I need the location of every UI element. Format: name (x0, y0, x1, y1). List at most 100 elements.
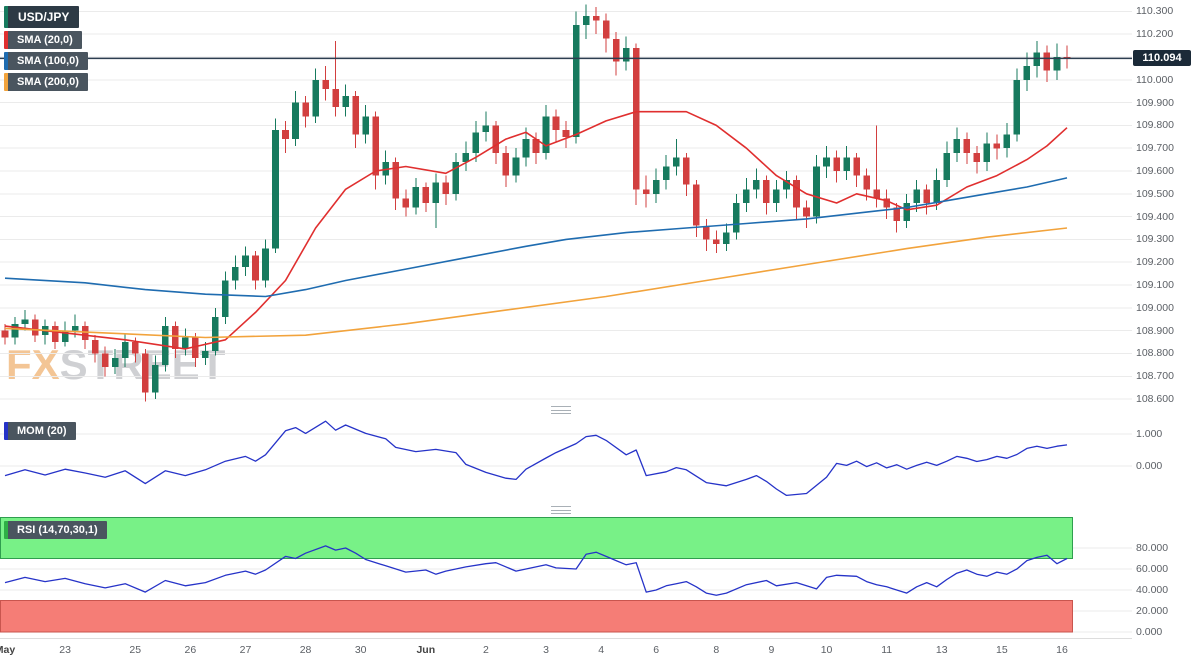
candle-body (142, 353, 149, 393)
candle-body (532, 139, 540, 153)
legend-sma200-label: SMA (200,0) (17, 76, 79, 88)
y-axis-label: 108.700 (1136, 370, 1174, 383)
x-axis-label: 26 (184, 644, 197, 656)
candle-body (592, 16, 600, 21)
y-axis-label: 109.800 (1136, 119, 1174, 132)
candle-body (983, 143, 991, 162)
price-axis[interactable]: 110.300110.200110.100110.000109.900109.8… (1132, 0, 1198, 663)
legend-rsi-label: RSI (14,70,30,1) (17, 524, 98, 536)
candle-body (101, 353, 109, 368)
candle-body (402, 198, 410, 208)
candle-body (71, 326, 79, 331)
candle-body (432, 182, 440, 203)
momentum-panel[interactable] (0, 416, 1132, 506)
candle-body (21, 319, 29, 324)
candle-body (1003, 134, 1011, 149)
candle-body (1013, 79, 1021, 135)
y-axis-label: 109.400 (1136, 210, 1174, 223)
y-axis-label: 108.900 (1136, 324, 1174, 337)
candle-body (763, 180, 770, 203)
x-axis-label: 6 (653, 644, 660, 656)
candle-body (342, 95, 349, 108)
y-axis-label: 110.000 (1136, 73, 1174, 86)
candle-body (662, 166, 670, 181)
candle-body (121, 342, 129, 359)
x-axis-label: 2 (482, 644, 489, 656)
candle-body (843, 157, 850, 171)
candle-body (622, 47, 630, 62)
candle-body (482, 125, 490, 133)
candle-body (803, 207, 810, 217)
candle-body (362, 116, 369, 135)
last-price-value: 110.094 (1142, 52, 1182, 65)
candle-body (352, 95, 359, 135)
candle-body (602, 20, 610, 39)
y-axis-label: 20.000 (1136, 605, 1169, 617)
mom-gridlines (0, 433, 1132, 467)
y-axis-label: 109.100 (1136, 279, 1174, 292)
y-axis-label: 109.500 (1136, 187, 1174, 200)
legend-sma20[interactable]: SMA (20,0) (4, 31, 82, 49)
panel-resize-handle[interactable] (551, 406, 571, 414)
candle-body (232, 266, 239, 281)
mom-line (4, 420, 1068, 497)
candlestick-panel[interactable] (0, 0, 1132, 405)
main-legend: USD/JPY SMA (20,0) SMA (100,0) SMA (200,… (4, 6, 88, 91)
y-axis-label: 108.600 (1136, 393, 1174, 406)
candle-body (292, 102, 299, 140)
candle-body (833, 157, 840, 171)
candle-body (272, 130, 279, 249)
candle-body (883, 198, 890, 208)
candle-body (863, 175, 870, 190)
candle-body (582, 16, 590, 26)
symbol-badge[interactable]: USD/JPY (4, 6, 80, 28)
candle-body (813, 166, 820, 217)
candle-body (973, 152, 981, 162)
candle-body (322, 79, 329, 89)
candle-body (993, 143, 1001, 149)
sma100-line (4, 177, 1068, 298)
candle-body (372, 116, 379, 176)
candle-body (512, 157, 520, 176)
candle-body (612, 38, 620, 62)
x-axis-label: 4 (598, 644, 605, 656)
candle-body (773, 189, 780, 203)
candle-body (703, 225, 710, 240)
legend-sma200[interactable]: SMA (200,0) (4, 73, 88, 91)
rsi-panel[interactable] (0, 515, 1132, 638)
y-axis-label: 110.200 (1136, 28, 1174, 41)
candle-body (242, 255, 249, 267)
candle-body (903, 203, 910, 222)
candle-body (1023, 66, 1031, 80)
rsi-overbought-band (0, 517, 1073, 559)
candle-body (1043, 52, 1051, 71)
candle-body (743, 189, 750, 203)
x-axis-label: 30 (354, 644, 367, 656)
candle-body (723, 232, 730, 244)
candle-body (422, 187, 430, 203)
candle-body (522, 139, 530, 158)
y-axis-label: 108.800 (1136, 347, 1174, 360)
y-axis-label: 1.000 (1136, 428, 1163, 440)
candle-body (212, 317, 219, 352)
panel-resize-handle[interactable] (551, 506, 571, 514)
candle-body (492, 125, 500, 153)
y-axis-label: 109.900 (1136, 96, 1174, 109)
candle-body (853, 157, 860, 176)
y-axis-label: 80.000 (1136, 541, 1169, 554)
x-axis-label: 11 (881, 644, 893, 656)
legend-rsi[interactable]: RSI (14,70,30,1) (4, 521, 107, 539)
candle-body (673, 157, 680, 167)
main-gridlines (0, 10, 1132, 400)
candle-body (783, 180, 790, 190)
candle-body (1033, 52, 1041, 67)
candle-body (172, 326, 179, 349)
x-axis-label: 9 (768, 644, 775, 656)
legend-sma100[interactable]: SMA (100,0) (4, 52, 88, 70)
time-axis[interactable]: May232526272830Jun2346891011131516 (0, 638, 1132, 663)
candle-body (963, 139, 971, 153)
legend-mom[interactable]: MOM (20) (4, 422, 76, 440)
legend-sma100-label: SMA (100,0) (17, 55, 79, 67)
candle-body (51, 326, 59, 343)
